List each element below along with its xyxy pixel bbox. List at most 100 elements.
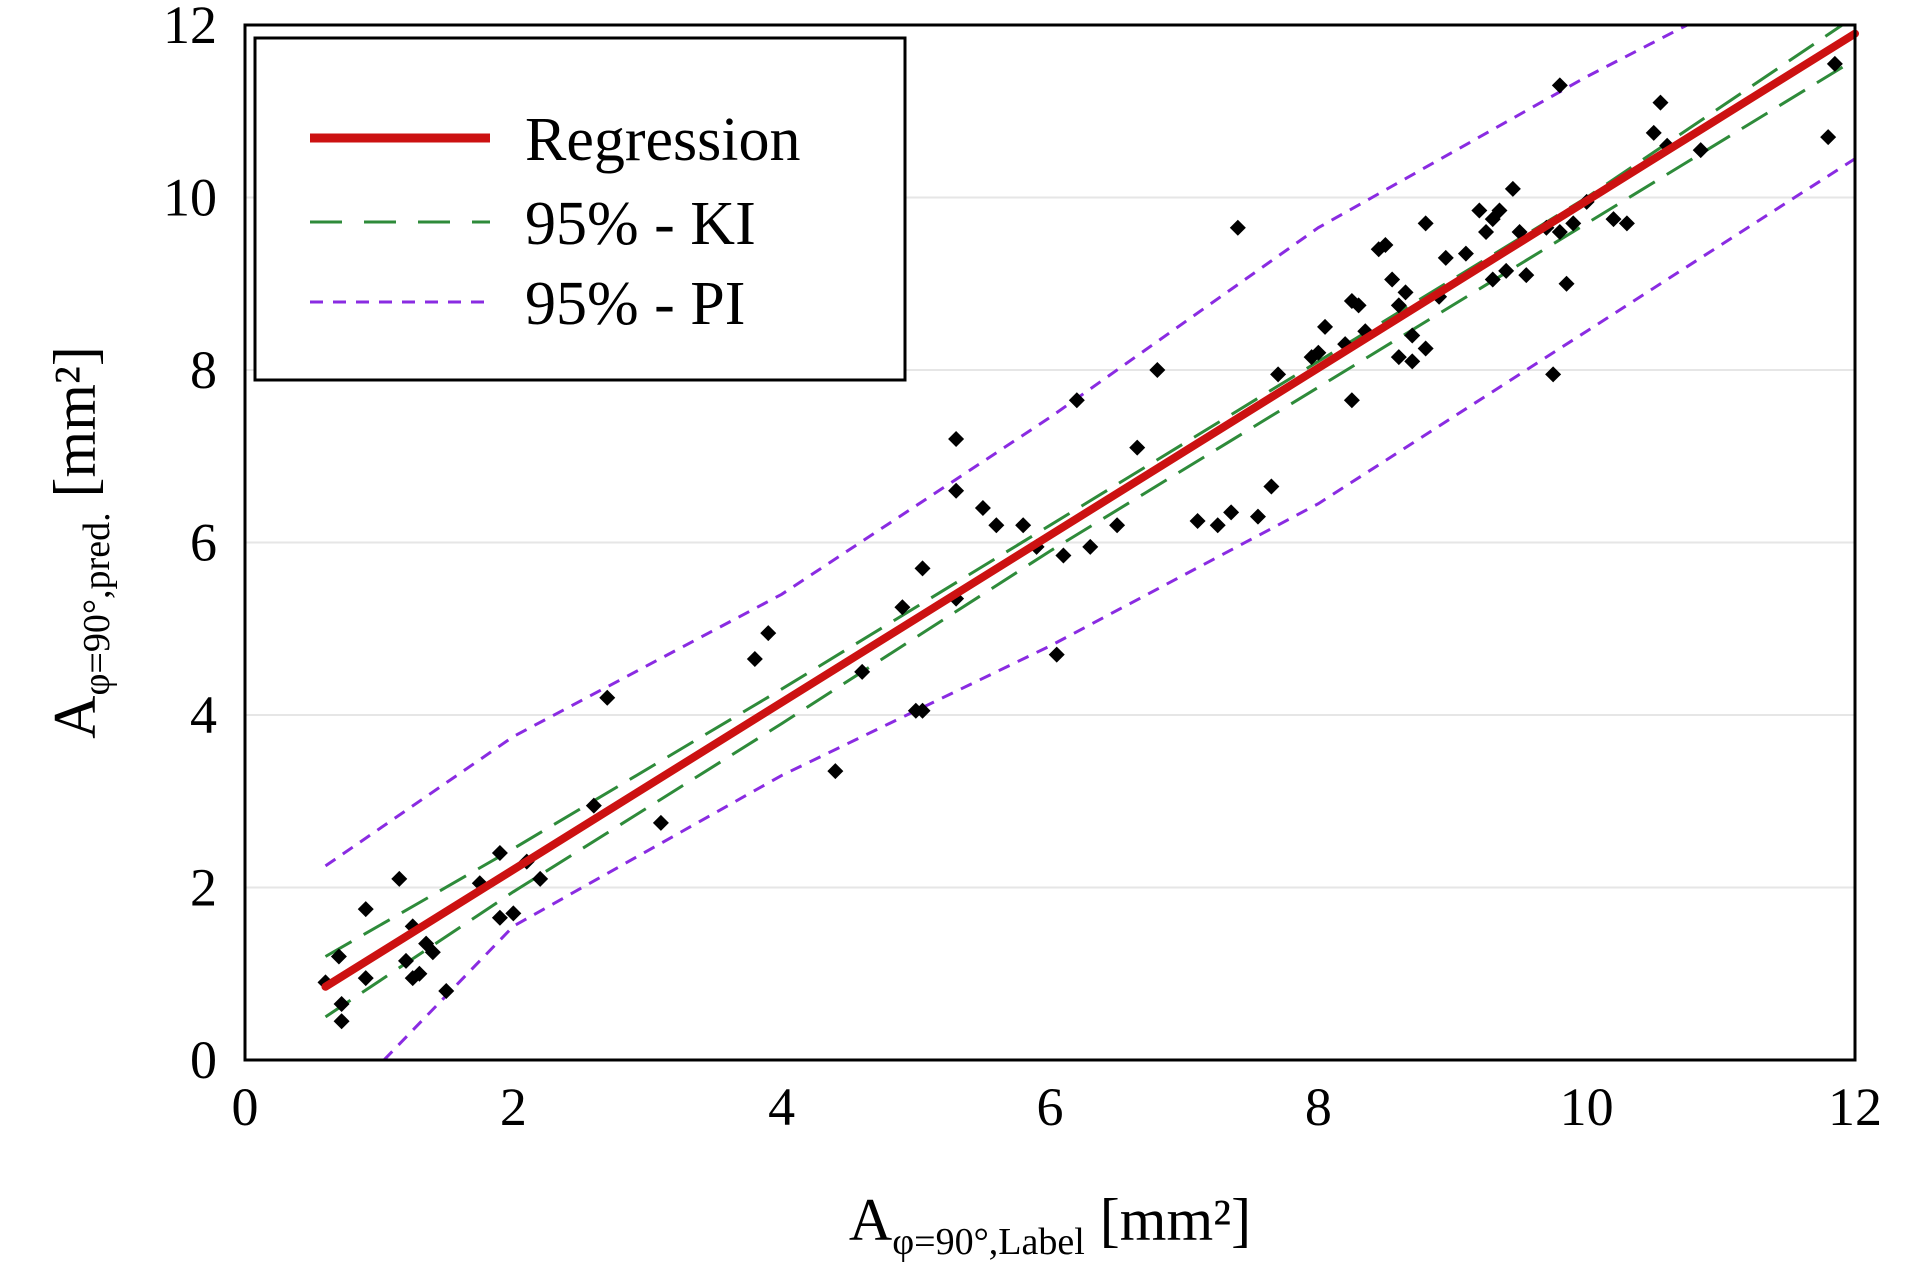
- data-point: [1229, 219, 1246, 236]
- data-point: [1498, 262, 1515, 279]
- data-point: [333, 1013, 350, 1030]
- data-point: [330, 948, 347, 965]
- data-point: [1618, 215, 1635, 232]
- data-point: [1437, 249, 1454, 266]
- data-point: [1397, 284, 1414, 301]
- data-point: [1189, 512, 1206, 529]
- legend-label: 95% - KI: [525, 190, 756, 258]
- y-axis-label: Aφ=90°,pred. [mm²]: [42, 346, 118, 739]
- data-point: [1390, 297, 1407, 314]
- data-point: [599, 689, 616, 706]
- data-point: [1518, 267, 1535, 284]
- data-point: [974, 500, 991, 516]
- data-point: [1826, 55, 1843, 72]
- x-tick-label: 10: [1560, 1077, 1614, 1137]
- data-point: [948, 482, 965, 499]
- data-point: [1471, 202, 1488, 219]
- data-point: [357, 901, 374, 918]
- data-point: [1015, 517, 1032, 534]
- y-tick-label: 8: [190, 340, 217, 400]
- data-point: [1263, 478, 1280, 495]
- data-point: [1109, 517, 1126, 534]
- data-point: [1652, 94, 1669, 111]
- data-point: [1484, 271, 1501, 288]
- data-point: [1417, 215, 1434, 232]
- data-point: [1209, 517, 1226, 534]
- data-point: [357, 970, 374, 987]
- y-tick-label: 6: [190, 513, 217, 573]
- regression-line: [321, 29, 1859, 991]
- data-point: [1692, 142, 1709, 159]
- data-point: [1270, 366, 1287, 383]
- data-point: [491, 845, 508, 861]
- data-point: [1605, 211, 1622, 228]
- data-point: [1048, 646, 1065, 663]
- data-point: [1317, 318, 1334, 335]
- data-point: [391, 870, 408, 887]
- data-point: [333, 995, 350, 1012]
- data-point: [1350, 297, 1367, 314]
- plot-frame: [243, 23, 1857, 1062]
- data-point: [1068, 392, 1085, 409]
- data-point: [1491, 202, 1508, 219]
- prediction-interval-lines: [324, 25, 1855, 1060]
- y-tick-label: 2: [190, 858, 217, 918]
- data-point: [1149, 362, 1166, 378]
- y-tick-label: 0: [190, 1030, 217, 1090]
- data-point: [1082, 538, 1099, 555]
- y-tick-label: 12: [163, 0, 217, 55]
- ci-lower-line: [324, 58, 1855, 1019]
- data-point: [1820, 129, 1837, 146]
- y-tick-label: 4: [190, 685, 217, 745]
- x-tick-label: 4: [768, 1077, 795, 1137]
- data-point: [1417, 340, 1434, 357]
- data-point: [914, 560, 931, 577]
- x-axis-label: Aφ=90°,Label [mm²]: [849, 1187, 1251, 1263]
- data-point: [438, 983, 455, 999]
- x-tick-labels: 0 2 4 6 8 10 12: [232, 1077, 1883, 1137]
- y-tick-label: 10: [163, 168, 217, 228]
- data-point: [1545, 366, 1562, 383]
- data-point: [1390, 349, 1407, 366]
- data-points: [317, 55, 1843, 1030]
- legend-label: Regression: [525, 106, 801, 174]
- data-point: [894, 599, 911, 616]
- data-point: [854, 663, 871, 680]
- data-point: [914, 702, 931, 719]
- data-point: [1404, 327, 1421, 344]
- data-point: [988, 517, 1005, 534]
- data-point: [1645, 124, 1662, 141]
- y-tick-labels: 0 2 4 6 8 10 12: [163, 0, 217, 1090]
- data-point: [1343, 392, 1360, 409]
- data-point: [1129, 439, 1146, 456]
- x-tick-label: 12: [1828, 1077, 1882, 1137]
- pi-lower-line: [381, 157, 1855, 1060]
- data-point: [827, 763, 844, 780]
- data-point: [1551, 224, 1568, 240]
- data-point: [1310, 344, 1327, 361]
- data-point: [505, 905, 522, 922]
- data-point: [1457, 245, 1474, 262]
- data-point: [1249, 508, 1266, 525]
- data-point: [1055, 547, 1072, 564]
- data-point: [1223, 504, 1240, 521]
- data-point: [585, 797, 602, 814]
- data-point: [1558, 275, 1575, 292]
- data-point: [1377, 236, 1394, 253]
- data-point: [398, 952, 414, 969]
- data-point: [411, 965, 428, 982]
- data-point: [532, 870, 549, 887]
- legend-label: 95% - PI: [525, 270, 745, 338]
- data-point: [1565, 215, 1582, 232]
- data-point: [652, 814, 669, 831]
- x-tick-label: 8: [1305, 1077, 1332, 1137]
- data-point: [1504, 180, 1521, 197]
- data-point: [424, 944, 441, 961]
- x-tick-label: 6: [1037, 1077, 1064, 1137]
- x-tick-label: 0: [232, 1077, 259, 1137]
- data-point: [746, 650, 763, 667]
- legend: Regression 95% - KI 95% - PI: [253, 36, 907, 382]
- legend-box: [253, 36, 907, 382]
- data-point: [491, 909, 508, 926]
